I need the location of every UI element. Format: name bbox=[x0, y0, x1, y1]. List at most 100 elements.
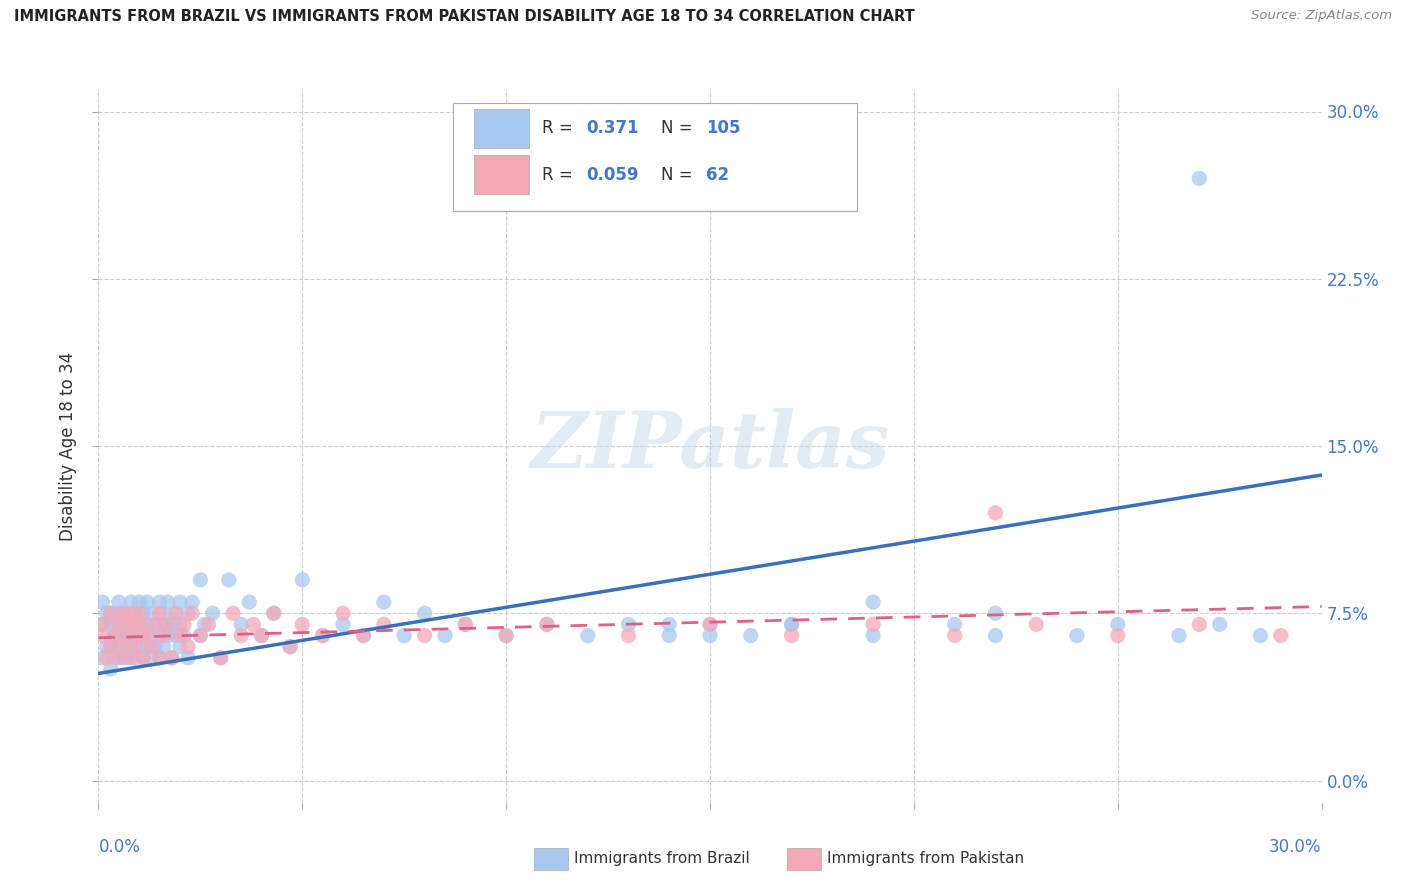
Point bbox=[149, 595, 172, 609]
Point bbox=[188, 628, 212, 642]
Point bbox=[943, 617, 966, 632]
Point bbox=[91, 628, 114, 642]
Point bbox=[145, 640, 167, 654]
Point bbox=[124, 607, 146, 621]
Text: Source: ZipAtlas.com: Source: ZipAtlas.com bbox=[1251, 9, 1392, 22]
Point bbox=[188, 628, 212, 642]
Point bbox=[156, 628, 179, 642]
Point bbox=[100, 607, 122, 621]
Point bbox=[352, 628, 374, 642]
Point bbox=[413, 628, 436, 642]
Point bbox=[188, 573, 212, 587]
Point bbox=[1025, 617, 1047, 632]
Point bbox=[291, 617, 314, 632]
Point bbox=[454, 617, 477, 632]
Point bbox=[699, 617, 721, 632]
Bar bbox=[474, 109, 529, 148]
Point bbox=[222, 607, 245, 621]
Point bbox=[128, 640, 150, 654]
Point bbox=[124, 617, 146, 632]
Point bbox=[699, 628, 721, 642]
Point bbox=[165, 607, 187, 621]
Point bbox=[132, 651, 155, 665]
Point bbox=[149, 651, 172, 665]
Point bbox=[209, 651, 232, 665]
Point bbox=[373, 617, 395, 632]
Point bbox=[238, 595, 260, 609]
Point bbox=[780, 617, 803, 632]
Text: R =: R = bbox=[543, 166, 578, 184]
Point bbox=[120, 640, 142, 654]
Point bbox=[193, 617, 215, 632]
Point bbox=[96, 607, 118, 621]
Point bbox=[984, 607, 1007, 621]
Point bbox=[100, 662, 122, 676]
Point bbox=[173, 628, 195, 642]
Point bbox=[165, 628, 187, 642]
Text: 30.0%: 30.0% bbox=[1270, 838, 1322, 856]
Point bbox=[104, 617, 127, 632]
Point bbox=[181, 595, 204, 609]
Point bbox=[108, 628, 131, 642]
Point bbox=[149, 607, 172, 621]
Point bbox=[141, 640, 163, 654]
Point bbox=[197, 617, 219, 632]
Text: N =: N = bbox=[661, 166, 697, 184]
Point bbox=[617, 628, 640, 642]
Point bbox=[152, 617, 174, 632]
Point bbox=[278, 640, 301, 654]
Point bbox=[1107, 617, 1129, 632]
Point bbox=[291, 573, 314, 587]
Point bbox=[576, 628, 599, 642]
Point bbox=[108, 617, 131, 632]
Point bbox=[332, 607, 354, 621]
Point bbox=[156, 595, 179, 609]
Point bbox=[108, 651, 131, 665]
Point bbox=[209, 651, 232, 665]
Point bbox=[169, 640, 191, 654]
Point bbox=[250, 628, 273, 642]
Text: 0.0%: 0.0% bbox=[98, 838, 141, 856]
Text: 0.059: 0.059 bbox=[586, 166, 638, 184]
Text: N =: N = bbox=[661, 120, 697, 137]
Point bbox=[173, 617, 195, 632]
Point bbox=[128, 628, 150, 642]
Point bbox=[1167, 628, 1189, 642]
Point bbox=[1066, 628, 1088, 642]
Point bbox=[111, 640, 134, 654]
Point bbox=[862, 595, 884, 609]
Point bbox=[104, 651, 127, 665]
Point bbox=[124, 617, 146, 632]
Point bbox=[231, 617, 253, 632]
Point bbox=[108, 640, 131, 654]
Point bbox=[152, 607, 174, 621]
Point bbox=[373, 595, 395, 609]
Point bbox=[120, 607, 142, 621]
Point bbox=[169, 595, 191, 609]
Point bbox=[536, 617, 558, 632]
Point bbox=[120, 595, 142, 609]
Point bbox=[156, 617, 179, 632]
Point bbox=[495, 628, 517, 642]
Text: 0.371: 0.371 bbox=[586, 120, 640, 137]
Point bbox=[108, 607, 131, 621]
Point bbox=[100, 607, 122, 621]
Point bbox=[780, 628, 803, 642]
Text: 105: 105 bbox=[706, 120, 741, 137]
Point bbox=[1270, 628, 1292, 642]
FancyBboxPatch shape bbox=[453, 103, 856, 211]
Point bbox=[115, 640, 138, 654]
Point bbox=[128, 607, 150, 621]
Point bbox=[115, 651, 138, 665]
Point bbox=[149, 651, 172, 665]
Point bbox=[1107, 628, 1129, 642]
Text: 62: 62 bbox=[706, 166, 730, 184]
Point bbox=[128, 595, 150, 609]
Point bbox=[1188, 617, 1211, 632]
Y-axis label: Disability Age 18 to 34: Disability Age 18 to 34 bbox=[59, 351, 77, 541]
Point bbox=[1188, 171, 1211, 186]
Point bbox=[1249, 628, 1271, 642]
Point bbox=[132, 617, 155, 632]
Text: ZIPatlas: ZIPatlas bbox=[530, 408, 890, 484]
Point bbox=[124, 651, 146, 665]
